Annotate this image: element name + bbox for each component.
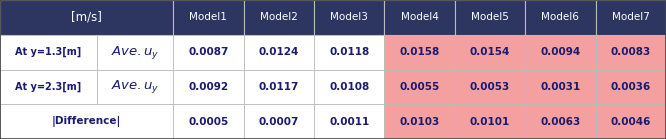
Bar [244,104,314,139]
Bar [314,70,384,104]
Text: 0.0158: 0.0158 [400,47,440,57]
Text: 0.0087: 0.0087 [188,47,228,57]
Text: $\mathit{Ave.u}_{y}$: $\mathit{Ave.u}_{y}$ [111,44,159,61]
Text: [m/s]: [m/s] [71,11,102,24]
Text: Model7: Model7 [612,12,650,22]
Bar [0,104,173,139]
Bar [595,104,666,139]
Text: 0.0036: 0.0036 [611,82,651,92]
Bar [384,104,455,139]
Bar [314,35,384,70]
Text: 0.0007: 0.0007 [258,117,299,127]
Bar [173,104,244,139]
Bar [173,70,244,104]
Bar [314,104,384,139]
Text: 0.0005: 0.0005 [188,117,228,127]
Text: 0.0118: 0.0118 [329,47,370,57]
Text: Model3: Model3 [330,12,368,22]
Text: Model6: Model6 [541,12,579,22]
Bar [314,0,384,35]
Text: 0.0124: 0.0124 [258,47,299,57]
Text: Model2: Model2 [260,12,298,22]
Text: 0.0031: 0.0031 [540,82,581,92]
Text: 0.0063: 0.0063 [540,117,581,127]
Bar [244,0,314,35]
Text: Model1: Model1 [189,12,227,22]
Text: 0.0101: 0.0101 [470,117,510,127]
Text: |Difference|: |Difference| [52,116,121,127]
Bar [384,70,455,104]
Text: 0.0103: 0.0103 [400,117,440,127]
Bar [244,70,314,104]
Bar [525,70,595,104]
Bar [525,0,595,35]
Bar [455,70,525,104]
Text: 0.0055: 0.0055 [400,82,440,92]
Bar [0,70,97,104]
Bar [455,35,525,70]
Bar [0,35,97,70]
Bar [595,70,666,104]
Bar [173,0,244,35]
Text: 0.0053: 0.0053 [470,82,510,92]
Bar [0,0,173,35]
Text: $\mathit{Ave.u}_{y}$: $\mathit{Ave.u}_{y}$ [111,78,159,95]
Bar [384,0,455,35]
Text: 0.0011: 0.0011 [329,117,370,127]
Bar [525,35,595,70]
Text: Model4: Model4 [401,12,438,22]
Bar [97,35,173,70]
Text: At y=1.3[m]: At y=1.3[m] [15,47,81,57]
Text: 0.0108: 0.0108 [329,82,370,92]
Text: Model5: Model5 [471,12,509,22]
Bar [595,35,666,70]
Bar [384,35,455,70]
Text: At y=2.3[m]: At y=2.3[m] [15,82,81,92]
Bar [97,70,173,104]
Bar [244,35,314,70]
Text: 0.0154: 0.0154 [470,47,510,57]
Bar [525,104,595,139]
Bar [595,0,666,35]
Text: 0.0046: 0.0046 [611,117,651,127]
Bar [455,104,525,139]
Text: 0.0094: 0.0094 [540,47,581,57]
Bar [173,35,244,70]
Text: 0.0092: 0.0092 [188,82,228,92]
Text: 0.0117: 0.0117 [258,82,299,92]
Bar [455,0,525,35]
Text: 0.0083: 0.0083 [611,47,651,57]
